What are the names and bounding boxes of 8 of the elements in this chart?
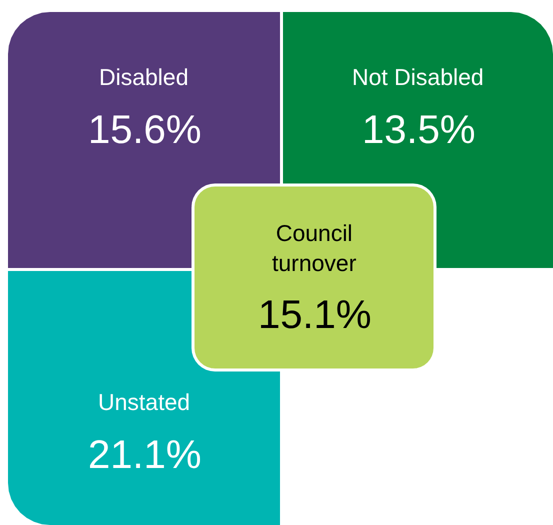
category-label: Council turnover	[272, 220, 357, 276]
data-label: 15.6%	[88, 108, 202, 152]
category-label: Unstated	[98, 389, 190, 415]
category-label: Not Disabled	[352, 64, 484, 90]
data-label: 15.1%	[258, 293, 372, 337]
data-label: 13.5%	[362, 108, 476, 152]
category-label: Disabled	[99, 64, 188, 90]
data-label: 21.1%	[88, 433, 202, 477]
